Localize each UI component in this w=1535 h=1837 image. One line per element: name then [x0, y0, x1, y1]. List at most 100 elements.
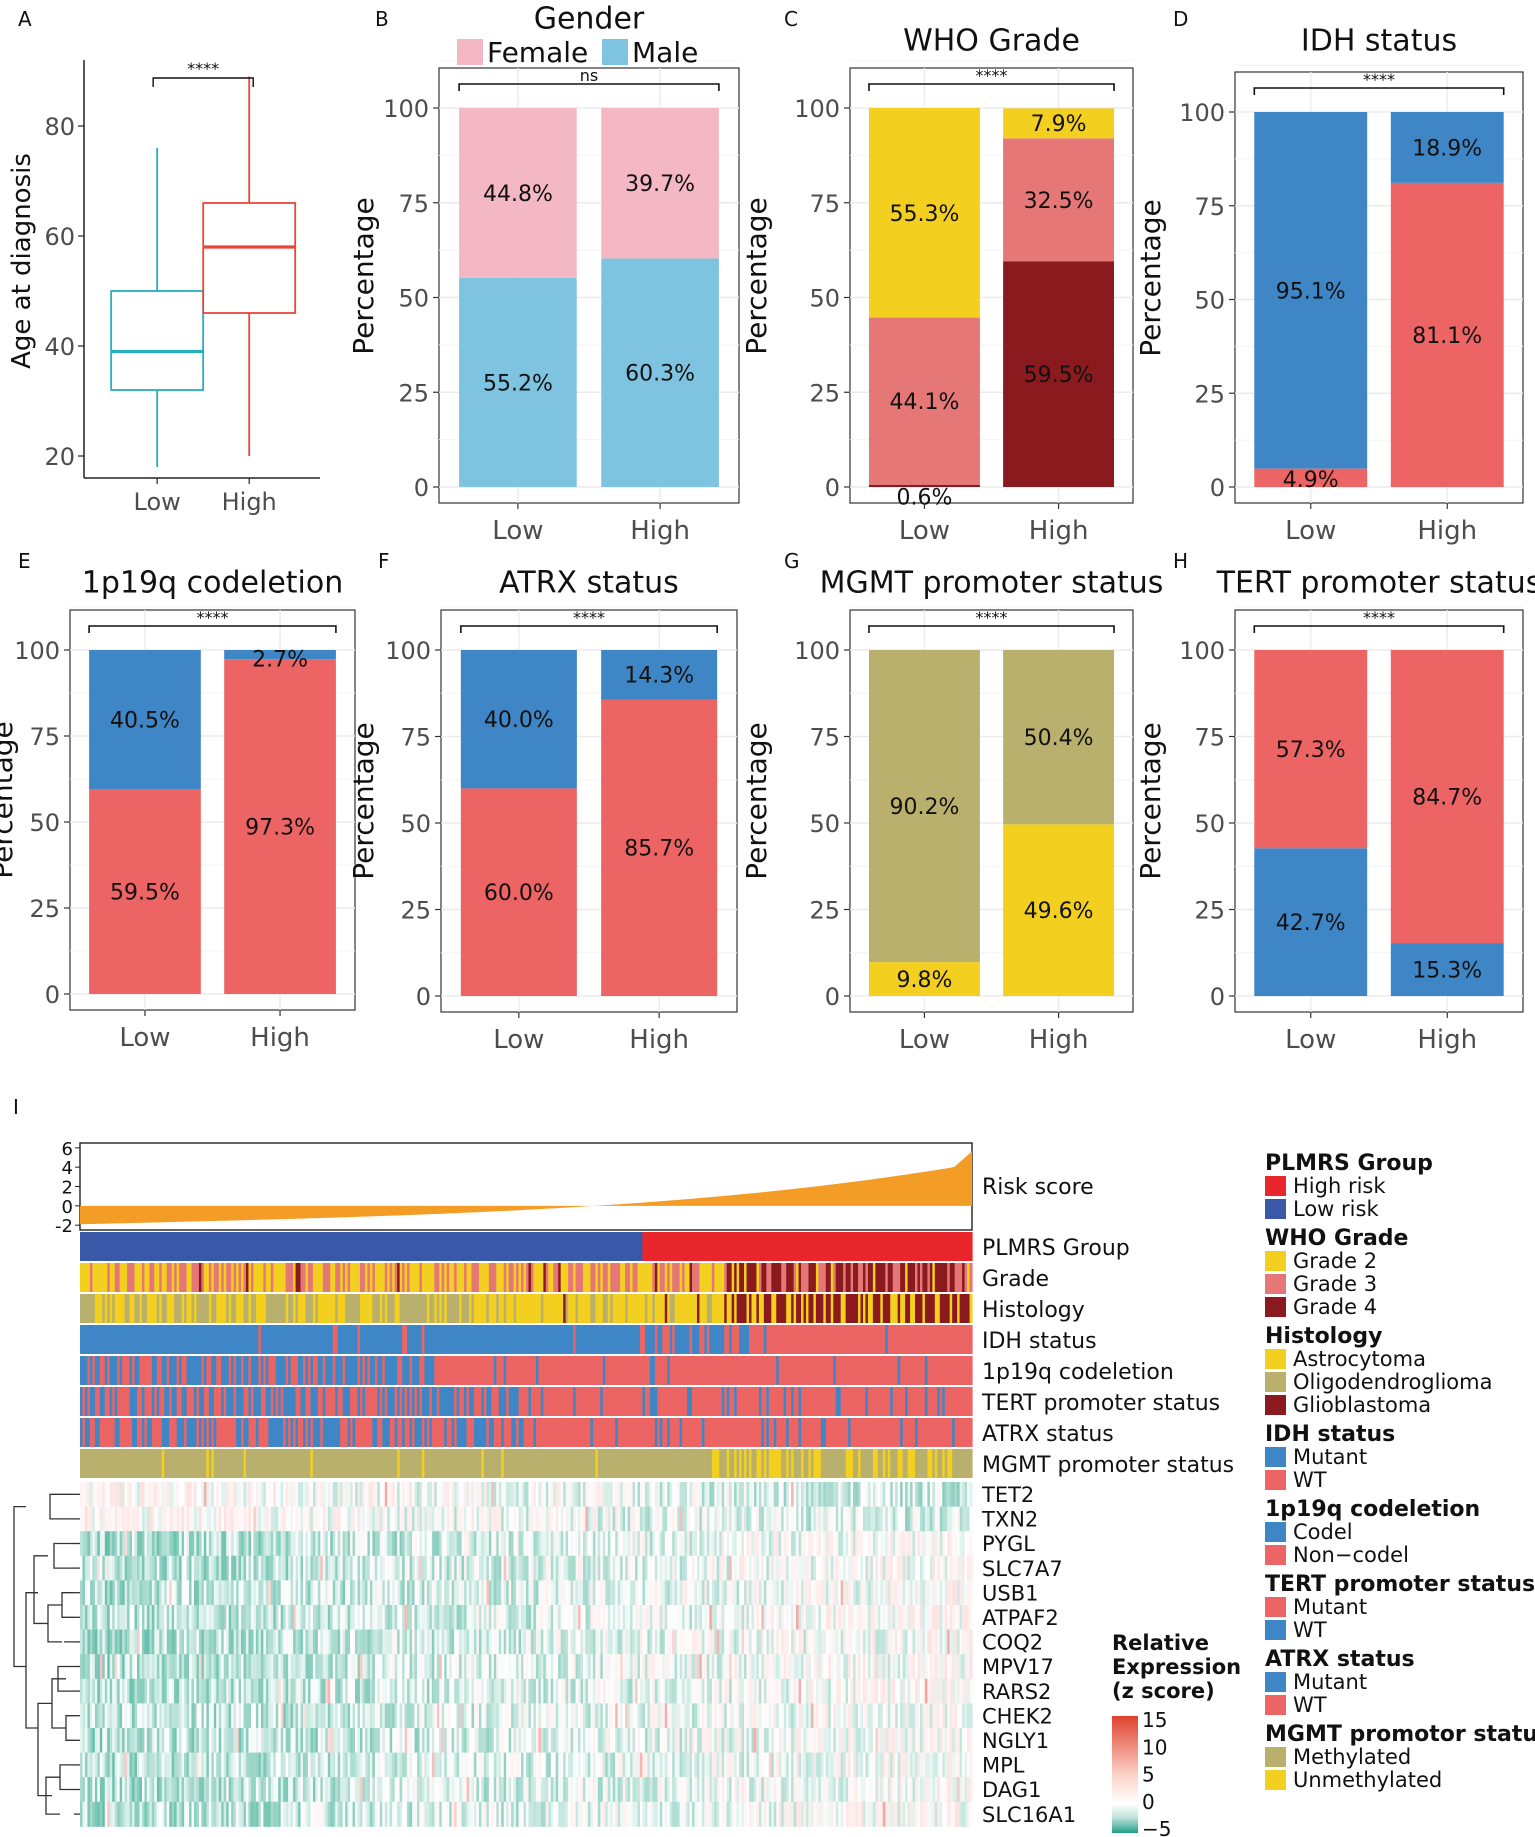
annotation-cell [236, 1449, 240, 1478]
heatmap-cell [813, 1580, 817, 1606]
annotation-cell [426, 1294, 430, 1323]
heatmap-cell [620, 1555, 624, 1581]
heatmap-cell [307, 1482, 312, 1507]
annotation-cell [493, 1263, 497, 1292]
annotation-cell [161, 1232, 165, 1261]
annotation-cell [932, 1387, 936, 1416]
heatmap-cell [957, 1531, 961, 1557]
annotation-cell [630, 1418, 634, 1447]
annotation-cell [887, 1387, 891, 1416]
heatmap-cell [112, 1482, 116, 1507]
annotation-cell [684, 1449, 688, 1478]
annotation-cell [268, 1387, 272, 1416]
annotation-cell [117, 1232, 121, 1261]
heatmap-cell [967, 1482, 971, 1507]
heatmap-cell [141, 1506, 146, 1532]
heatmap-cell [694, 1506, 698, 1532]
annotation-cell [877, 1356, 881, 1385]
annotation-cell [791, 1263, 795, 1292]
annotation-cell [570, 1387, 574, 1416]
heatmap-cell [488, 1555, 492, 1581]
annotation-cell [166, 1232, 170, 1261]
annotation-cell [283, 1387, 287, 1416]
heatmap-cell [270, 1580, 274, 1606]
heatmap-cell [753, 1531, 758, 1557]
annotation-cell [919, 1356, 924, 1385]
annotation-cell [855, 1449, 859, 1478]
heatmap-cell [565, 1482, 569, 1507]
annotation-cell [127, 1294, 131, 1323]
annotation-cell [528, 1449, 532, 1478]
annotation-cell [97, 1325, 101, 1354]
annotation-cell [934, 1294, 938, 1323]
heatmap-cell [253, 1555, 257, 1581]
heatmap-cell [473, 1506, 478, 1532]
heatmap-cell [312, 1482, 316, 1507]
annotation-cell [260, 1387, 264, 1416]
annotation-cell [340, 1263, 344, 1292]
annotation-cell [877, 1418, 881, 1447]
heatmap-cell [216, 1555, 220, 1581]
heatmap-cell [649, 1580, 653, 1606]
heatmap-cell [389, 1482, 393, 1507]
heatmap-cell [248, 1531, 252, 1557]
annotation-cell [82, 1232, 86, 1261]
annotation-cell [791, 1449, 795, 1478]
annotation-cell [501, 1356, 505, 1385]
annotation-cell [444, 1263, 448, 1292]
bar-segment [1390, 650, 1504, 944]
heatmap-cell [511, 1506, 515, 1532]
heatmap-cell [330, 1506, 334, 1532]
heatmap-cell [553, 1506, 557, 1532]
heatmap-cell [714, 1482, 718, 1507]
annotation-cell [865, 1356, 869, 1385]
heatmap-cell [530, 1482, 535, 1507]
annotation-cell [828, 1232, 832, 1261]
heatmap-cell [201, 1506, 205, 1532]
heatmap-cell [486, 1482, 490, 1507]
annotation-cell [912, 1356, 916, 1385]
significance-label: **** [1363, 608, 1395, 627]
annotation-cell [523, 1263, 527, 1292]
annotation-cell [181, 1449, 185, 1478]
annotation-cell [711, 1387, 715, 1416]
annotation-cell [464, 1294, 468, 1323]
heatmap-cell [387, 1531, 391, 1557]
annotation-cell [677, 1263, 681, 1292]
y-tick-label: 50 [400, 810, 431, 838]
heatmap-cell [270, 1482, 274, 1507]
annotation-cell [875, 1263, 879, 1292]
annotation-cell [967, 1387, 971, 1416]
heatmap-cell [119, 1506, 123, 1532]
heatmap-cell [516, 1506, 520, 1532]
annotation-cell [493, 1449, 497, 1478]
annotation-cell [773, 1418, 777, 1447]
annotation-cell [300, 1294, 304, 1323]
annotation-cell [773, 1263, 777, 1292]
heatmap-cell [377, 1482, 381, 1507]
heatmap-cell [307, 1506, 312, 1532]
bar-segment [1003, 108, 1115, 139]
annotation-cell [699, 1387, 703, 1416]
heatmap-cell [907, 1482, 911, 1507]
annotation-cell [518, 1325, 522, 1354]
annotation-cell [516, 1294, 520, 1323]
annotation-cell [818, 1263, 822, 1292]
annotation-cell [399, 1232, 403, 1261]
annotation-track [80, 1232, 973, 1261]
annotation-cell [753, 1232, 758, 1261]
heatmap-cell [201, 1555, 205, 1581]
bar-data-label: 59.5% [110, 881, 180, 906]
annotation-cell [119, 1294, 123, 1323]
annotation-cell [511, 1387, 515, 1416]
y-tick-label: 75 [809, 724, 840, 752]
heatmap-cell [124, 1580, 128, 1606]
annotation-cell [632, 1387, 636, 1416]
annotation-cell [763, 1232, 767, 1261]
heatmap-cell [243, 1482, 247, 1507]
heatmap-cell [731, 1506, 735, 1532]
annotation-cell [196, 1418, 200, 1447]
heatmap-cell [734, 1555, 738, 1581]
annotation-cell [600, 1263, 604, 1292]
heatmap-cell [89, 1482, 93, 1507]
